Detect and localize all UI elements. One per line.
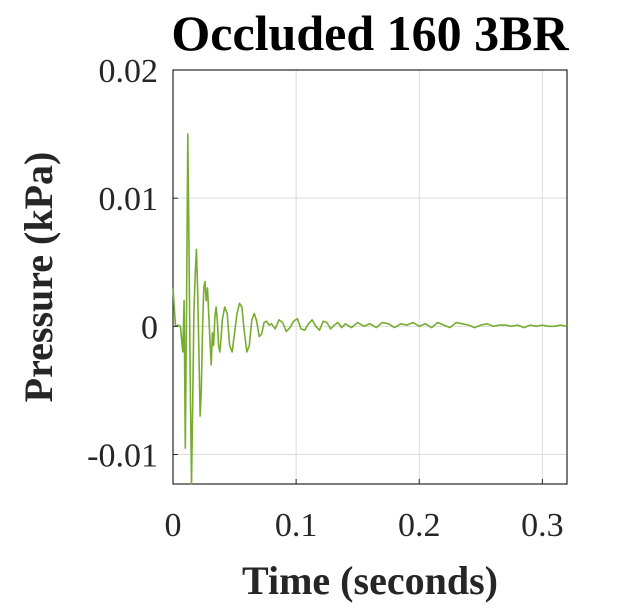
x-tick-label: 0.2 <box>398 507 441 544</box>
y-tick-label: 0.02 <box>99 53 159 90</box>
x-tick-label: 0 <box>165 507 182 544</box>
y-axis-label: Pressure (kPa) <box>16 152 61 403</box>
x-axis-label: Time (seconds) <box>242 558 498 603</box>
x-tick-label: 0.1 <box>275 507 318 544</box>
chart-title: Occluded 160 3BR <box>171 5 569 61</box>
pressure-series-line <box>172 133 568 485</box>
y-tick-label: 0 <box>141 309 158 346</box>
grid <box>173 70 567 484</box>
x-tick-label: 0.3 <box>521 507 564 544</box>
y-tick-label: 0.01 <box>99 181 159 218</box>
y-tick-label: -0.01 <box>87 438 158 475</box>
plot-area <box>172 69 568 485</box>
